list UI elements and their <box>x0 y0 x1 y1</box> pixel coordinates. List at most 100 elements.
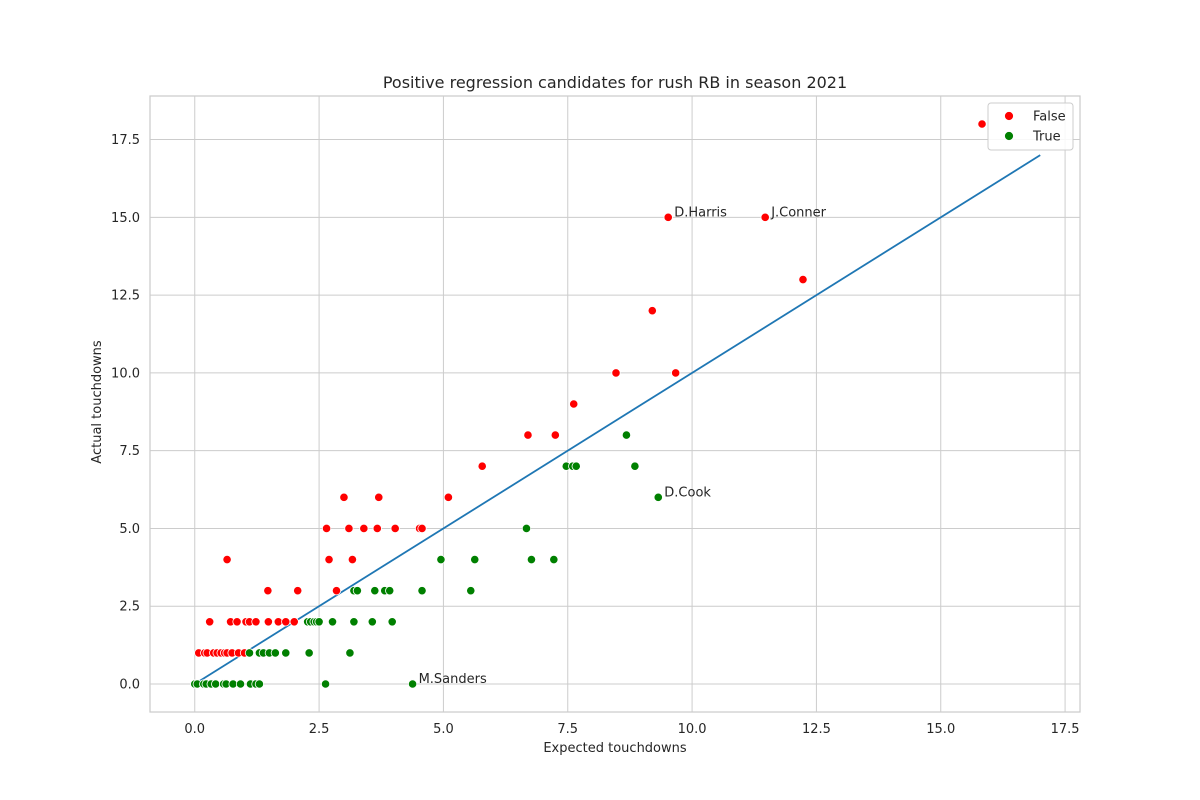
legend: False True <box>987 102 1074 151</box>
data-point <box>523 430 533 440</box>
data-point <box>320 679 331 689</box>
data-point <box>324 554 334 565</box>
points-layer <box>190 119 987 689</box>
data-point <box>466 586 476 596</box>
data-point <box>270 648 280 658</box>
data-point <box>339 492 349 502</box>
x-tick-label: 12.5 <box>802 722 831 737</box>
data-point <box>647 306 657 316</box>
data-point <box>443 492 453 502</box>
x-tick-label: 0.0 <box>184 722 205 737</box>
series-false <box>194 119 987 658</box>
data-point <box>374 492 384 502</box>
y-tick-label: 10.0 <box>111 366 140 381</box>
data-point <box>436 554 446 565</box>
data-point <box>390 523 400 534</box>
data-point <box>477 461 487 471</box>
legend-label: False <box>1033 110 1066 125</box>
legend-label: True <box>1032 130 1061 145</box>
y-tick-labels: 0.0 2.5 5.0 7.5 10.0 12.5 15.0 17.5 <box>111 133 140 692</box>
data-point <box>349 617 359 627</box>
point-annotation: J.Conner <box>770 205 826 220</box>
reference-line-layer <box>194 154 1041 685</box>
x-tick-label: 5.0 <box>433 722 454 737</box>
data-point <box>331 586 342 596</box>
data-point <box>359 523 369 534</box>
x-tick-label: 15.0 <box>926 722 955 737</box>
data-point <box>760 212 770 222</box>
data-point <box>372 523 382 534</box>
reference-line <box>194 154 1041 685</box>
data-point <box>417 586 427 596</box>
data-point <box>205 617 215 627</box>
data-point <box>251 617 261 627</box>
data-point <box>653 492 663 502</box>
data-point <box>663 212 673 222</box>
data-point <box>235 679 246 689</box>
data-point <box>347 554 358 565</box>
data-point <box>232 617 242 627</box>
x-tick-labels: 0.0 2.5 5.0 7.5 10.0 12.5 15.0 17.5 <box>184 722 1079 737</box>
data-point <box>314 617 324 627</box>
data-point <box>407 679 418 689</box>
data-point <box>977 119 987 129</box>
data-point <box>630 461 640 471</box>
data-point <box>521 523 532 534</box>
data-point <box>370 586 380 596</box>
data-point <box>244 648 255 658</box>
data-point <box>289 617 299 627</box>
x-tick-label: 7.5 <box>557 722 578 737</box>
x-tick-label: 2.5 <box>309 722 330 737</box>
data-point <box>385 586 395 596</box>
data-point <box>263 617 273 627</box>
data-point <box>550 430 560 440</box>
legend-marker <box>1004 131 1014 141</box>
data-point <box>344 523 354 534</box>
data-point <box>211 679 221 689</box>
data-point <box>611 368 621 378</box>
data-point <box>621 430 632 440</box>
data-point <box>671 368 681 378</box>
data-point <box>387 617 397 627</box>
annotations-layer: D.Harris J.Conner D.Cook M.Sanders <box>419 205 827 687</box>
data-point <box>367 617 377 627</box>
point-annotation: D.Cook <box>664 485 711 500</box>
data-point <box>304 648 314 658</box>
point-annotation: M.Sanders <box>419 672 487 687</box>
plot-frame <box>149 95 1081 713</box>
chart-title: Positive regression candidates for rush … <box>383 73 847 92</box>
y-tick-label: 5.0 <box>119 522 140 537</box>
data-point <box>470 554 480 565</box>
y-tick-label: 7.5 <box>119 444 140 459</box>
point-annotation: D.Harris <box>674 205 727 220</box>
x-tick-label: 10.0 <box>678 722 707 737</box>
data-point <box>798 274 808 285</box>
data-point <box>571 461 581 471</box>
data-point <box>263 586 273 596</box>
y-axis-label: Actual touchdowns <box>90 340 105 464</box>
data-point <box>254 679 265 689</box>
data-point <box>352 586 362 596</box>
data-point <box>345 648 355 658</box>
x-axis-label: Expected touchdowns <box>543 741 687 756</box>
data-point <box>526 554 537 565</box>
data-point <box>281 648 291 658</box>
data-point <box>293 586 303 596</box>
y-tick-label: 0.0 <box>119 678 140 693</box>
data-point <box>569 399 579 409</box>
y-tick-label: 15.0 <box>111 211 140 226</box>
y-tick-label: 17.5 <box>111 133 140 148</box>
data-point <box>417 523 427 534</box>
data-point <box>327 617 338 627</box>
data-point <box>549 554 559 565</box>
data-point <box>222 554 232 565</box>
data-point <box>321 523 332 534</box>
y-tick-label: 2.5 <box>119 600 140 615</box>
legend-marker <box>1004 111 1014 121</box>
x-tick-label: 17.5 <box>1051 722 1080 737</box>
y-tick-label: 12.5 <box>111 289 140 304</box>
data-point <box>281 617 291 627</box>
series-true <box>190 430 663 689</box>
